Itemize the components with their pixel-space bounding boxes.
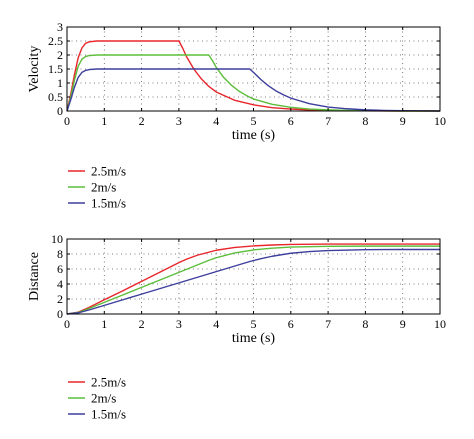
distance-xtick-label: 10 [434, 317, 446, 331]
distance-xtick-label: 3 [176, 317, 182, 331]
distance-xtick-label: 6 [288, 317, 294, 331]
velocity-series-line-2m/s [66, 54, 440, 112]
distance-legend-label: 1.5m/s [91, 407, 126, 422]
distance-ytick-label: 10 [51, 232, 63, 246]
velocity-xlabel: time (s) [232, 128, 275, 143]
velocity-xtick-label: 6 [288, 114, 294, 128]
distance-ytick-label: 6 [57, 262, 63, 276]
velocity-xtick-label: 9 [400, 114, 406, 128]
velocity-ylabel: Velocity [27, 46, 42, 93]
distance-ytick-label: 4 [57, 277, 63, 291]
velocity-xtick-label: 0 [64, 114, 70, 128]
velocity-series-line-1.5m/s [66, 68, 441, 112]
distance-ytick-label: 0 [57, 307, 63, 321]
distance-xtick-label: 5 [251, 317, 257, 331]
distance-series-line-2m/s [66, 245, 440, 315]
distance-xtick-label: 8 [362, 317, 368, 331]
velocity-ytick-label: 2.5 [48, 34, 63, 48]
distance-xtick-label: 9 [400, 317, 406, 331]
distance-xtick-label: 2 [139, 317, 145, 331]
velocity-xtick-label: 10 [434, 114, 446, 128]
velocity-series [66, 40, 441, 112]
distance-ylabel: Distance [27, 252, 42, 301]
distance-legend-label: 2m/s [91, 391, 116, 406]
velocity-legend-label: 2m/s [91, 180, 116, 195]
distance-ytick-label: 2 [57, 292, 63, 306]
distance-ytick-label: 8 [57, 247, 63, 261]
velocity-xtick-label: 1 [101, 114, 107, 128]
distance-xlabel: time (s) [232, 331, 275, 346]
velocity-legend-label: 2.5m/s [91, 164, 126, 179]
velocity-xtick-label: 4 [213, 114, 219, 128]
distance-legend: 2.5m/s2m/s1.5m/s [68, 375, 126, 422]
velocity-ytick-label: 2 [57, 48, 63, 62]
distance-legend-label: 2.5m/s [91, 375, 126, 390]
velocity-ytick-label: 0 [57, 104, 63, 118]
velocity-series-line-2.5m/s [66, 40, 440, 112]
distance-series [66, 243, 440, 315]
velocity-ytick-label: 3 [57, 20, 63, 34]
velocity-legend: 2.5m/s2m/s1.5m/s [68, 164, 126, 211]
velocity-xtick-label: 5 [251, 114, 257, 128]
distance-series-line-2.5m/s [66, 243, 440, 315]
distance-xtick-label: 1 [101, 317, 107, 331]
velocity-xtick-label: 7 [325, 114, 331, 128]
velocity-xtick-label: 2 [139, 114, 145, 128]
distance-xtick-label: 4 [213, 317, 219, 331]
distance-xtick-label: 7 [325, 317, 331, 331]
velocity-legend-label: 1.5m/s [91, 196, 126, 211]
velocity-ytick-label: 0.5 [48, 90, 63, 104]
velocity-xtick-label: 8 [362, 114, 368, 128]
velocity-ytick-label: 1 [57, 76, 63, 90]
distance-xtick-label: 0 [64, 317, 70, 331]
velocity-xtick-label: 3 [176, 114, 182, 128]
distance-series-line-1.5m/s [66, 248, 440, 315]
velocity-ytick-label: 1.5 [48, 62, 63, 76]
